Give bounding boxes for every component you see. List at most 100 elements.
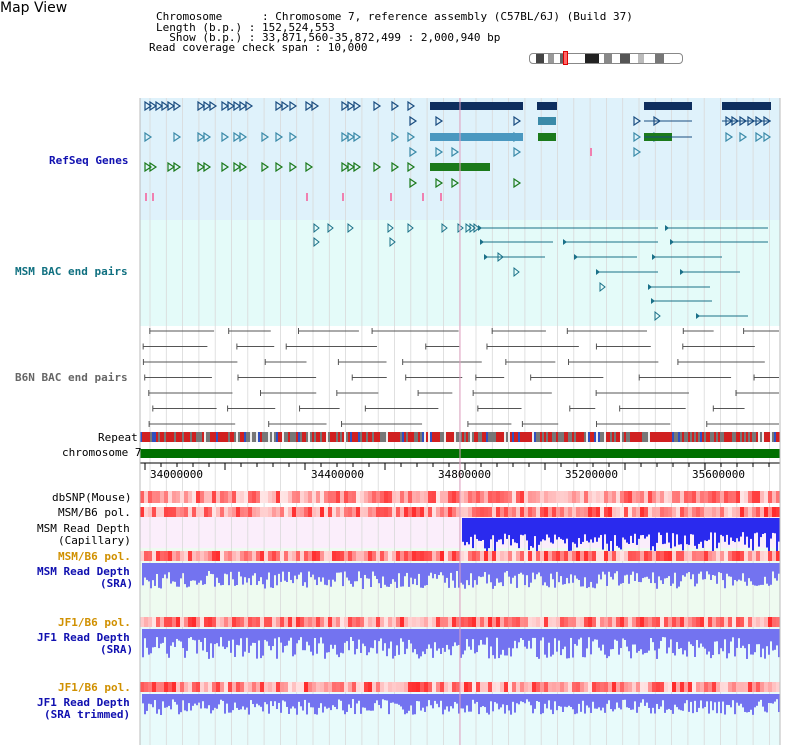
depth-bar <box>228 629 230 641</box>
depth-bar <box>334 563 336 582</box>
depth-bar <box>712 563 714 575</box>
depth-bar <box>458 563 460 588</box>
pol-cell <box>712 507 716 517</box>
depth-bar <box>608 518 610 552</box>
pol-cell <box>464 551 468 561</box>
depth-bar <box>162 563 164 579</box>
depth-bar <box>664 518 666 544</box>
depth-bar <box>766 629 768 647</box>
depth-bar <box>476 629 478 653</box>
pol-cell <box>296 682 300 692</box>
depth-bar <box>466 563 468 581</box>
msm-b6-pol-label-1: MSM/B6 pol. <box>58 506 131 519</box>
depth-bar <box>428 694 430 701</box>
msm-bac-label[interactable]: MSM BAC end pairs <box>15 265 128 278</box>
repeat-segment <box>600 432 602 442</box>
depth-bar <box>490 563 492 583</box>
depth-bar <box>756 518 758 533</box>
pol-cell <box>660 507 664 517</box>
pol-cell <box>172 507 176 517</box>
depth-bar <box>680 518 682 545</box>
pol-cell <box>532 491 536 503</box>
depth-bar <box>698 518 700 544</box>
depth-bar <box>308 563 310 572</box>
depth-bar <box>628 518 630 544</box>
depth-bar <box>734 694 736 715</box>
repeat-segment <box>438 432 440 442</box>
pol-cell <box>640 617 644 627</box>
gene-arrow <box>739 131 748 143</box>
pol-cell <box>244 551 248 561</box>
bac-end-marker <box>680 269 684 275</box>
pol-cell <box>312 617 316 627</box>
pol-cell <box>248 682 252 692</box>
pol-cell <box>496 551 500 561</box>
pol-cell <box>556 682 560 692</box>
depth-bar <box>582 563 584 587</box>
depth-bar <box>754 563 756 586</box>
depth-bar <box>300 563 302 573</box>
pol-cell <box>156 507 160 517</box>
depth-bar <box>734 518 736 543</box>
refseq-label[interactable]: RefSeq Genes <box>49 154 129 167</box>
jf1-trimmed-depth-track <box>142 694 780 715</box>
b6n-bac-label[interactable]: B6N BAC end pairs <box>15 371 128 384</box>
depth-bar <box>170 629 172 646</box>
depth-bar <box>662 518 664 545</box>
depth-bar <box>420 694 422 711</box>
gene-arrow <box>725 131 734 143</box>
depth-bar <box>364 563 366 575</box>
depth-bar <box>742 629 744 646</box>
repeat-segment <box>314 432 316 442</box>
pol-cell <box>476 682 480 692</box>
depth-bar <box>670 694 672 711</box>
depth-bar <box>394 563 396 582</box>
depth-bar <box>200 629 202 642</box>
depth-bar <box>480 563 482 578</box>
pol-cell <box>288 507 292 517</box>
pol-cell <box>276 682 280 692</box>
pol-cell <box>596 551 600 561</box>
depth-bar <box>158 629 160 649</box>
pol-cell <box>556 491 560 503</box>
repeat-segment <box>444 432 446 442</box>
msm-cap-label-1: MSM Read Depth <box>37 522 130 535</box>
depth-bar <box>682 563 684 576</box>
depth-bar <box>302 694 304 711</box>
pol-cell <box>248 491 252 503</box>
repeat-segment <box>726 432 728 442</box>
depth-bar <box>328 563 330 580</box>
repeat-segment <box>656 432 658 442</box>
pol-cell <box>268 682 272 692</box>
depth-bar <box>674 518 676 547</box>
pol-cell <box>480 682 484 692</box>
depth-bar <box>662 563 664 584</box>
pol-cell <box>764 617 768 627</box>
axis-tick-label: 34800000 <box>438 468 491 481</box>
ideogram-position-marker[interactable] <box>563 51 568 65</box>
pol-cell <box>168 551 172 561</box>
repeat-segment <box>768 432 770 442</box>
depth-bar <box>512 563 514 578</box>
depth-bar <box>728 518 730 545</box>
depth-bar <box>502 629 504 650</box>
depth-bar <box>566 629 568 659</box>
depth-bar <box>700 563 702 572</box>
dbsnp-label: dbSNP(Mouse) <box>52 491 132 504</box>
repeat-segment <box>682 432 684 442</box>
depth-bar <box>168 629 170 658</box>
depth-bar <box>372 694 374 711</box>
repeat-segment <box>350 432 352 442</box>
depth-bar <box>642 518 644 535</box>
depth-bar <box>450 694 452 707</box>
pol-cell <box>284 617 288 627</box>
pol-cell <box>200 617 204 627</box>
depth-bar <box>208 629 210 659</box>
repeat-segment <box>596 432 598 442</box>
pol-cell <box>444 617 448 627</box>
chromosome-ideogram[interactable] <box>529 53 683 64</box>
depth-bar <box>504 694 506 714</box>
depth-bar <box>424 629 426 655</box>
depth-bar <box>206 694 208 709</box>
